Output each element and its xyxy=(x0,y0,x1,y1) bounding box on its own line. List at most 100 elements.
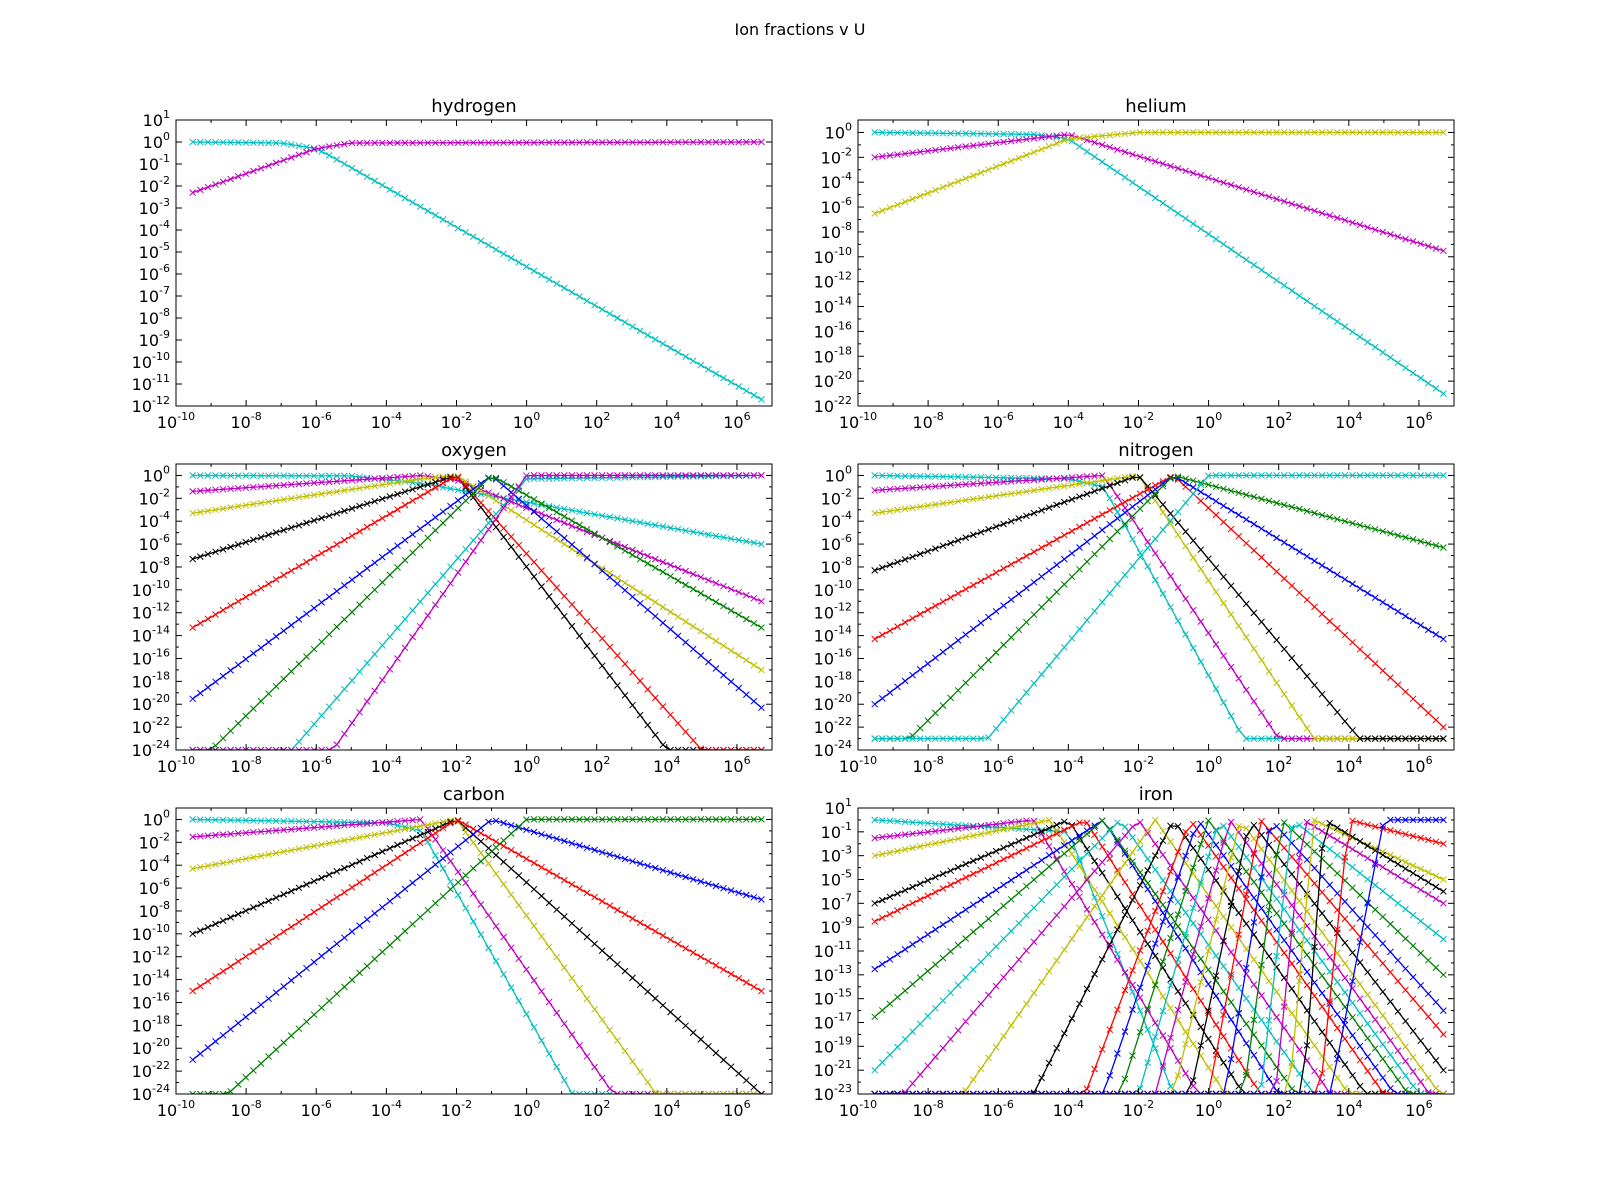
axes-frame xyxy=(857,463,1455,751)
series-line xyxy=(192,141,762,400)
y-tick-label: 10-9 xyxy=(139,328,170,350)
series-line xyxy=(874,820,1444,1094)
series-line xyxy=(192,819,762,1094)
panel-helium: helium 10-10 10-8 10-6 10-4 10-2 100 102 104 106 1… xyxy=(814,96,1455,432)
y-tick-label: 10-6 xyxy=(139,262,170,284)
series-markers xyxy=(189,472,765,750)
x-tick-label: 102 xyxy=(1265,1098,1292,1120)
series-markers xyxy=(871,819,1447,1094)
x-tick-label: 104 xyxy=(1335,1098,1362,1120)
x-tick-label: 10-6 xyxy=(983,754,1014,776)
y-tick-label: 10-6 xyxy=(139,876,170,898)
x-tick-label: 10-6 xyxy=(983,1098,1014,1120)
y-tick-label: 10-12 xyxy=(814,601,852,623)
series-group xyxy=(871,129,1447,397)
y-tick-label: 10-22 xyxy=(814,715,852,737)
y-tick-label: 10-7 xyxy=(821,891,852,913)
y-tick-label: 10-20 xyxy=(814,369,852,391)
x-tick-label: 104 xyxy=(1335,410,1362,432)
x-tick-label: 10-6 xyxy=(301,1098,332,1120)
series-line xyxy=(874,819,1444,1094)
series-line xyxy=(192,820,762,1094)
series-line xyxy=(874,131,1444,395)
y-tick-label: 10-16 xyxy=(132,990,170,1012)
y-tick-label: 10-10 xyxy=(132,578,170,600)
x-tick-label: 10-6 xyxy=(983,410,1014,432)
series-line xyxy=(874,824,1444,1094)
panel-title: hydrogen xyxy=(431,96,516,117)
series-line xyxy=(874,819,1444,1094)
series-line xyxy=(874,477,1444,705)
series-line xyxy=(874,821,1444,1094)
panel-title: nitrogen xyxy=(1118,440,1193,461)
series-markers xyxy=(871,472,1447,742)
y-tick-label: 10-18 xyxy=(814,669,852,691)
series-line xyxy=(874,824,1444,1094)
y-tick-label: 10-16 xyxy=(814,646,852,668)
x-tick-label: 102 xyxy=(1265,754,1292,776)
series-line xyxy=(874,131,1444,215)
y-tick-label: 10-10 xyxy=(814,245,852,267)
series-markers xyxy=(871,817,1447,1094)
x-tick-label: 102 xyxy=(1265,410,1292,432)
y-tick-label: 10-8 xyxy=(139,555,170,577)
x-tick-label: 100 xyxy=(1195,410,1222,432)
series-line xyxy=(192,474,762,545)
series-line xyxy=(874,476,1444,728)
y-tick-label: 10-5 xyxy=(139,240,170,262)
x-tick-label: 10-2 xyxy=(1123,410,1154,432)
series-markers xyxy=(189,817,765,995)
series-line xyxy=(874,819,1444,1094)
series-markers xyxy=(871,473,1447,742)
series-markers xyxy=(871,822,1447,1094)
y-tick-label: 10-4 xyxy=(821,170,852,192)
x-tick-label: 10-4 xyxy=(371,754,402,776)
y-tick-label: 10-1 xyxy=(139,152,170,174)
x-tick-label: 10-8 xyxy=(912,754,943,776)
y-tick-label: 10-15 xyxy=(814,987,852,1009)
x-tick-label: 10-2 xyxy=(1123,1098,1154,1120)
series-line xyxy=(874,822,1444,1094)
series-markers xyxy=(189,472,765,548)
series-group xyxy=(189,816,765,1094)
series-markers xyxy=(871,474,1447,742)
series-markers xyxy=(871,819,1447,1094)
series-line xyxy=(874,821,1444,1094)
series-line xyxy=(874,819,1444,1094)
series-markers xyxy=(871,817,1447,1094)
series-markers xyxy=(871,816,1447,1094)
x-tick-label: 10-10 xyxy=(157,754,195,776)
x-tick-label: 104 xyxy=(653,410,680,432)
y-tick-label: 10-18 xyxy=(814,344,852,366)
series-group xyxy=(871,472,1447,742)
series-markers xyxy=(871,816,1447,1094)
x-tick-label: 10-10 xyxy=(839,410,877,432)
series-markers xyxy=(189,817,765,1064)
series-line xyxy=(874,820,1444,1094)
series-markers xyxy=(189,138,765,196)
series-line xyxy=(192,818,762,1094)
series-markers xyxy=(871,129,1447,397)
series-markers xyxy=(189,473,765,750)
series-line xyxy=(874,819,1444,1094)
y-tick-label: 10-8 xyxy=(139,306,170,328)
x-tick-label: 10-2 xyxy=(1123,754,1154,776)
y-tick-label: 10-19 xyxy=(814,1034,852,1056)
y-tick-label: 10-14 xyxy=(132,624,170,646)
y-tick-label: 10-9 xyxy=(821,915,852,937)
y-tick-label: 10-8 xyxy=(139,899,170,921)
series-line xyxy=(874,821,1444,1094)
x-tick-label: 10-6 xyxy=(301,410,332,432)
series-markers xyxy=(189,817,765,1094)
panel-iron: iron 10-10 10-8 10-6 10-4 10-2 100 102 104 106 101… xyxy=(814,784,1455,1120)
x-tick-label: 10-2 xyxy=(441,754,472,776)
series-markers xyxy=(871,822,1447,1094)
y-tick-label: 10-4 xyxy=(139,218,170,240)
series-markers xyxy=(871,817,1447,1094)
y-tick-label: 10-12 xyxy=(814,270,852,292)
series-markers xyxy=(871,817,1447,1094)
series-line xyxy=(874,825,1444,1094)
y-tick-label: 10-20 xyxy=(132,692,170,714)
y-tick-label: 10-8 xyxy=(821,220,852,242)
